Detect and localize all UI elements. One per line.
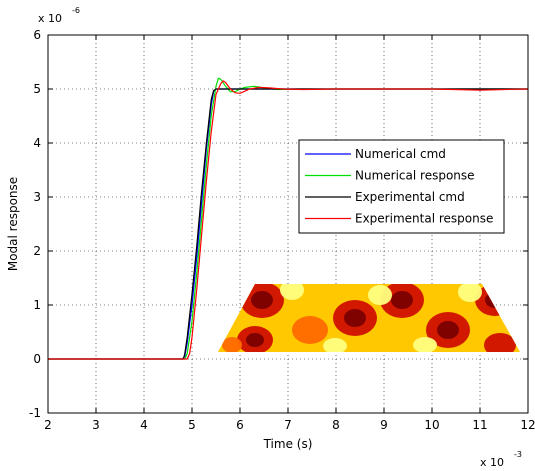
legend-box (298, 139, 505, 234)
series-line-experimental-response (48, 80, 528, 360)
x-exponent-power: -3 (514, 450, 522, 459)
x-tick-label: 3 (92, 418, 100, 432)
heat-blob (246, 333, 264, 347)
y-tick-label: -1 (29, 406, 41, 420)
heat-blob (458, 284, 482, 302)
y-axis-label: Modal response (6, 177, 20, 271)
x-tick-label: 9 (380, 418, 388, 432)
heat-blob (344, 309, 366, 327)
plot-frame (47, 34, 529, 414)
legend-label: Numerical response (355, 169, 475, 183)
x-tick-label: 8 (332, 418, 340, 432)
x-tick-labels: 2 3 4 5 6 7 8 9 10 11 12 (44, 418, 535, 432)
x-tick-label: 2 (44, 418, 52, 432)
y-tick-label: 3 (33, 190, 41, 204)
x-tick-label: 4 (140, 418, 148, 432)
heat-blob (222, 337, 242, 352)
legend-label: Numerical cmd (355, 147, 446, 161)
heat-blob (251, 291, 273, 309)
x-exponent-base: x 10 (480, 456, 504, 469)
y-tick-label: 6 (33, 28, 41, 42)
x-tick-label: 10 (424, 418, 439, 432)
heat-blob (391, 291, 413, 309)
y-tick-label: 0 (33, 352, 41, 366)
x-axis-label: Time (s) (263, 437, 313, 451)
x-tick-label: 11 (472, 418, 487, 432)
heat-blob (437, 321, 459, 339)
x-tick-label: 12 (520, 418, 535, 432)
heat-blob (413, 337, 437, 352)
legend-label: Experimental response (355, 212, 493, 226)
heat-blob (368, 285, 392, 305)
x-tick-label: 7 (284, 418, 292, 432)
legend-label: Experimental cmd (355, 190, 465, 204)
y-tick-label: 1 (33, 298, 41, 312)
heat-blob (292, 316, 328, 344)
y-tick-label: 5 (33, 82, 41, 96)
y-exponent: x 10 -6 (38, 6, 80, 25)
heat-blob (323, 338, 347, 352)
heat-blob (484, 333, 516, 352)
heat-blob (280, 284, 304, 300)
y-tick-label: 2 (33, 244, 41, 258)
legend: Numerical cmd Numerical response Experimen… (298, 139, 505, 234)
heatmap-image (218, 284, 520, 352)
y-tick-labels: -1 0 1 2 3 4 5 6 (29, 28, 41, 420)
y-exponent-power: -6 (72, 6, 80, 15)
x-tick-label: 5 (188, 418, 196, 432)
mode-shape-heatmap (218, 284, 520, 352)
x-exponent: x 10 -3 (480, 450, 522, 469)
series-lines (48, 77, 528, 360)
y-tick-label: 4 (33, 136, 41, 150)
x-tick-label: 6 (236, 418, 244, 432)
y-exponent-base: x 10 (38, 12, 62, 25)
